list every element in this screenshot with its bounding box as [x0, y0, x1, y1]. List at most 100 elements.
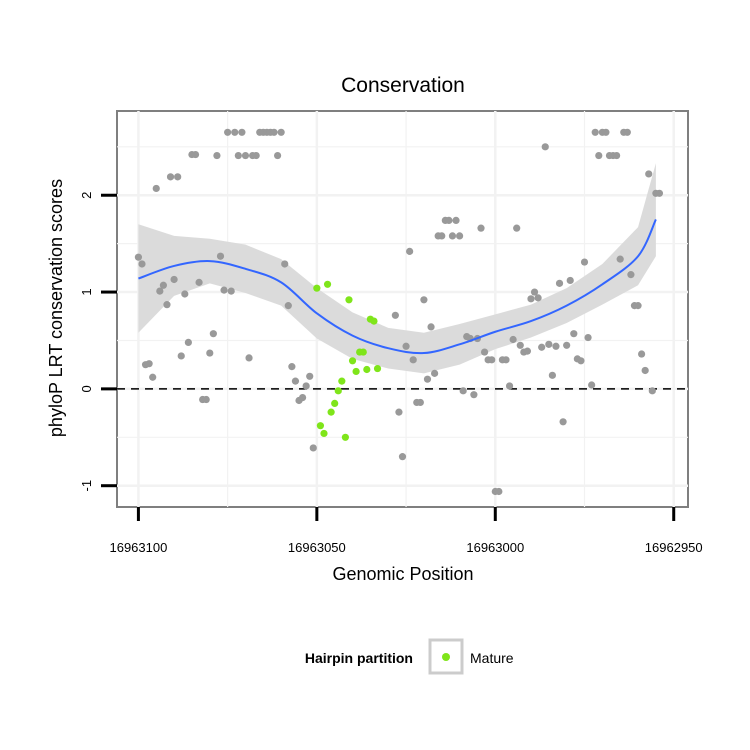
other-point	[480, 348, 489, 356]
other-point	[548, 371, 556, 379]
x-tick-label: 16963000	[466, 540, 524, 555]
other-point	[416, 398, 424, 407]
other-point	[420, 296, 428, 304]
legend-entry-mature: Mature	[470, 650, 514, 666]
other-point	[530, 288, 539, 296]
other-point	[231, 128, 239, 136]
other-point	[566, 276, 574, 285]
x-tick-label: 16963100	[109, 540, 167, 555]
other-point	[570, 330, 578, 338]
other-point	[149, 373, 157, 381]
other-point	[545, 340, 553, 348]
other-point	[224, 128, 232, 136]
other-point	[134, 253, 143, 261]
mature-point	[338, 377, 346, 385]
other-point	[516, 341, 524, 349]
y-axis: -1 0 1 2	[79, 192, 117, 491]
mature-point	[363, 365, 371, 374]
y-axis-label: phyloP LRT conservation scores	[46, 179, 66, 437]
other-point	[309, 444, 317, 452]
other-point	[438, 232, 446, 240]
other-point	[559, 418, 567, 426]
mature-point	[348, 357, 357, 365]
other-point	[234, 151, 242, 160]
other-point	[555, 279, 564, 287]
other-point	[584, 333, 592, 342]
mature-point	[352, 367, 360, 376]
other-point	[220, 286, 228, 294]
other-point	[227, 287, 235, 295]
other-point	[523, 347, 532, 355]
mature-point	[323, 280, 332, 288]
mature-point	[359, 348, 367, 356]
chart-title: Conservation	[341, 74, 465, 97]
other-point	[391, 311, 399, 319]
mature-point	[331, 399, 339, 408]
other-point	[459, 387, 467, 395]
other-point	[252, 151, 260, 160]
other-point	[470, 391, 478, 399]
other-point	[541, 143, 549, 151]
other-point	[595, 151, 603, 160]
other-point	[648, 387, 656, 395]
other-point	[398, 453, 407, 461]
other-point	[152, 184, 160, 193]
other-point	[427, 323, 435, 331]
other-point	[627, 271, 635, 279]
other-point	[602, 128, 610, 136]
other-point	[431, 369, 439, 377]
mature-point	[370, 317, 378, 325]
mature-point	[313, 284, 321, 292]
other-point	[191, 150, 200, 159]
other-point	[163, 301, 171, 309]
other-point	[288, 363, 296, 371]
x-tick-label: 16963050	[288, 540, 346, 555]
confidence-ribbon	[138, 163, 656, 374]
other-point	[270, 128, 278, 136]
other-point	[527, 295, 535, 303]
other-point	[138, 260, 146, 268]
legend: Hairpin partition Mature	[305, 638, 514, 675]
other-point	[238, 128, 246, 136]
other-point	[406, 247, 414, 255]
other-point	[291, 377, 300, 385]
other-point	[645, 170, 653, 178]
other-point	[509, 335, 517, 344]
other-point	[174, 173, 182, 181]
other-point	[216, 252, 225, 260]
other-points	[134, 128, 664, 496]
other-point	[298, 393, 307, 402]
other-point	[273, 151, 282, 160]
mature-points	[313, 280, 382, 441]
mature-point	[373, 364, 382, 373]
other-point	[409, 356, 417, 364]
other-point	[580, 258, 589, 266]
other-point	[170, 275, 178, 284]
other-point	[156, 287, 164, 295]
plot-panel	[116, 110, 689, 508]
y-tick-label: 1	[79, 288, 94, 295]
other-point	[241, 151, 250, 160]
other-point	[213, 151, 221, 160]
other-point	[284, 302, 292, 310]
mature-point	[327, 408, 335, 416]
other-point	[395, 408, 403, 416]
legend-title: Hairpin partition	[305, 650, 413, 666]
other-point	[634, 302, 642, 310]
other-point	[505, 382, 514, 390]
other-point	[616, 255, 624, 263]
mature-point	[316, 422, 325, 430]
mature-point	[320, 429, 328, 438]
other-point	[445, 216, 453, 225]
other-point	[159, 281, 167, 289]
other-point	[534, 294, 542, 302]
other-point	[209, 330, 217, 338]
other-point	[588, 381, 596, 389]
mature-point	[341, 433, 349, 441]
other-point	[448, 232, 457, 240]
other-point	[181, 290, 189, 298]
other-point	[577, 357, 585, 365]
other-point	[638, 350, 646, 358]
other-point	[456, 232, 464, 240]
